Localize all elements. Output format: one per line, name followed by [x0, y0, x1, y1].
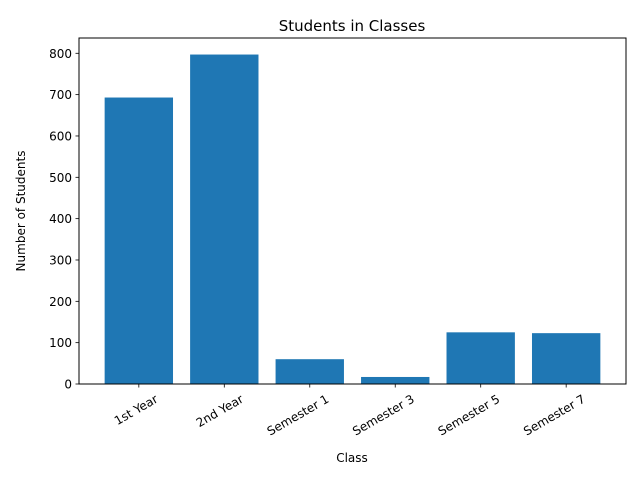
y-axis-label: Number of Students	[14, 151, 28, 272]
bar	[361, 376, 430, 384]
y-tick-label: 200	[49, 295, 72, 309]
bar	[275, 359, 344, 384]
y-tick-label: 400	[49, 212, 72, 226]
y-tick-label: 500	[49, 171, 72, 185]
y-tick-label: 0	[64, 378, 72, 392]
bars-group	[104, 54, 601, 384]
bar	[446, 332, 515, 384]
y-tick-label: 100	[49, 336, 72, 350]
y-tick-label: 800	[49, 47, 72, 61]
y-axis: 0 100 200 300 400 500 600 700 800	[49, 47, 79, 392]
x-axis-label: Class	[336, 451, 368, 465]
bar	[190, 54, 259, 384]
y-tick-label: 600	[49, 129, 72, 143]
chart-title: Students in Classes	[279, 17, 426, 35]
y-tick-label: 700	[49, 88, 72, 102]
bar	[531, 333, 601, 384]
plot-frame	[78, 37, 627, 385]
bar	[104, 97, 174, 384]
y-tick-label: 300	[49, 253, 72, 267]
